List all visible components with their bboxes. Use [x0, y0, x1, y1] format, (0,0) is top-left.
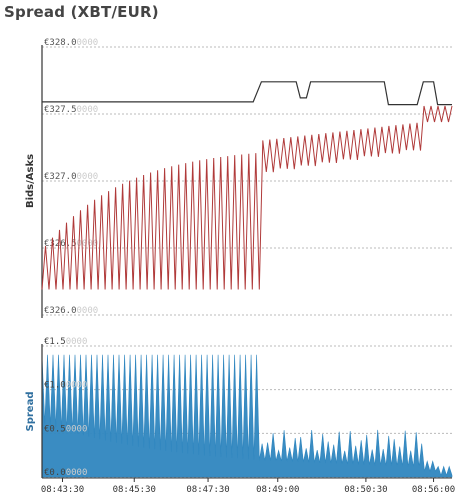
x-tick-label-1: 08:45:30	[113, 485, 156, 495]
x-tick-label-2: 08:47:30	[186, 485, 229, 495]
top-tick-label-1: €327.50000	[44, 105, 98, 115]
top-tick-label-2: €327.00000	[44, 172, 98, 182]
page-title: Spread (XBT/EUR)	[4, 3, 159, 21]
bottom-y-axis-label: Spread	[25, 392, 36, 432]
bottom-tick-label-3: €0.00000	[44, 468, 87, 478]
x-tick-label-4: 08:50:30	[344, 485, 387, 495]
bottom-tick-label-1: €1.00000	[44, 381, 87, 391]
ask-series-line	[42, 81, 452, 106]
spread-area	[41, 354, 453, 478]
x-tick-label-0: 08:43:30	[41, 485, 84, 495]
x-tick-label-3: 08:49:00	[256, 485, 299, 495]
x-tick-label-5: 08:56:00	[412, 485, 455, 495]
top-y-axis-label: Bids/Asks	[25, 154, 36, 208]
bottom-tick-label-0: €1.50000	[44, 337, 87, 347]
top-tick-label-0: €328.00000	[44, 38, 98, 48]
bid-series-line	[41, 105, 453, 290]
top-tick-label-4: €326.00000	[44, 306, 98, 316]
bottom-tick-label-2: €0.50000	[44, 424, 87, 434]
